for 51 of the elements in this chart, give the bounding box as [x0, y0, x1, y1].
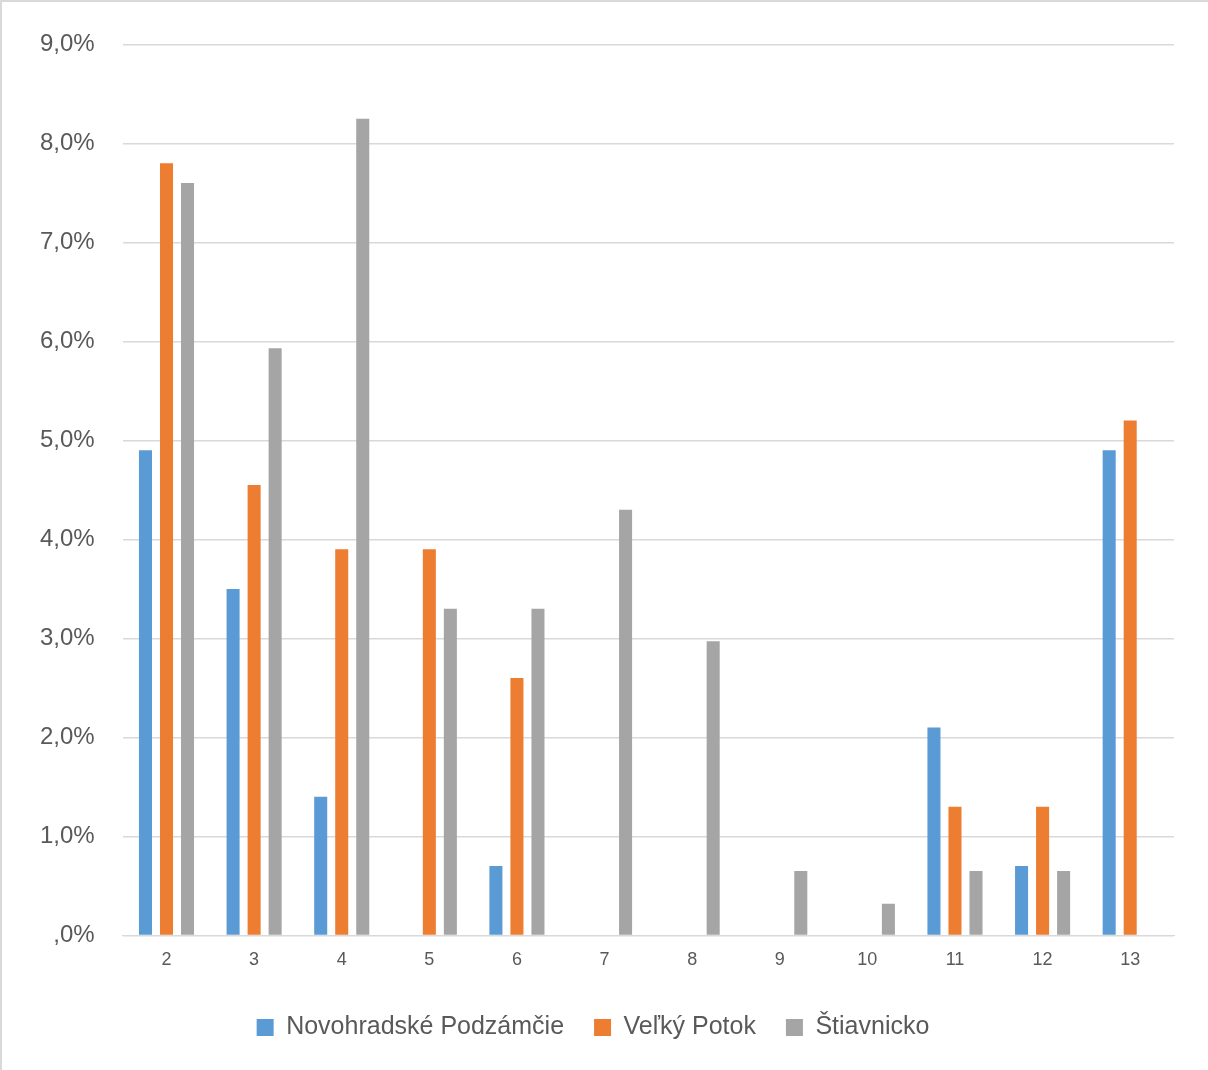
bar	[314, 796, 328, 935]
legend-label: Veľký Potok	[623, 1011, 757, 1040]
bar	[969, 871, 983, 935]
bar	[422, 549, 436, 935]
bar	[794, 871, 808, 935]
bar	[181, 183, 195, 935]
x-tick-label: 9	[774, 949, 785, 970]
y-tick-label: 9,0%	[40, 29, 95, 57]
bar	[531, 608, 545, 935]
x-tick-label: 7	[599, 949, 610, 970]
bar	[443, 608, 457, 935]
bar	[356, 118, 370, 935]
bar	[489, 866, 503, 935]
bar	[510, 678, 524, 935]
y-tick-label: 6,0%	[40, 326, 95, 354]
x-tick-label: 12	[1032, 949, 1053, 970]
x-tick-label: 5	[424, 949, 435, 970]
x-tick-label: 3	[249, 949, 260, 970]
x-tick-label: 10	[857, 949, 878, 970]
bar	[1123, 420, 1137, 935]
bar	[1057, 871, 1071, 935]
bar	[1015, 866, 1029, 935]
y-tick-label: 5,0%	[40, 425, 95, 453]
y-tick-label: 8,0%	[40, 128, 95, 156]
bar	[159, 163, 174, 935]
y-tick-label: ,0%	[53, 920, 95, 948]
x-tick-label: 2	[161, 949, 172, 970]
bar	[226, 588, 240, 935]
legend-label: Štiavnicko	[815, 1011, 930, 1040]
bar	[927, 727, 941, 935]
y-tick-label: 2,0%	[40, 722, 95, 750]
y-tick-label: 1,0%	[40, 821, 95, 849]
bar	[335, 549, 349, 935]
bar	[1102, 450, 1116, 935]
x-tick-label: 6	[511, 949, 522, 970]
bar	[138, 450, 152, 935]
x-tick-label: 4	[336, 949, 347, 970]
y-tick-label: 4,0%	[40, 524, 95, 552]
y-tick-label: 3,0%	[40, 623, 95, 651]
bar	[706, 641, 720, 935]
legend-label: Novohradské Podzámčie	[286, 1011, 565, 1040]
x-tick-label: 11	[945, 949, 965, 970]
bar	[268, 348, 282, 935]
bar	[948, 806, 962, 935]
x-tick-label: 13	[1120, 949, 1141, 970]
bar	[1036, 806, 1050, 935]
bar	[619, 509, 633, 935]
y-tick-label: 7,0%	[40, 227, 95, 255]
bar	[247, 484, 261, 935]
bar	[881, 903, 895, 935]
x-tick-label: 8	[687, 949, 698, 970]
